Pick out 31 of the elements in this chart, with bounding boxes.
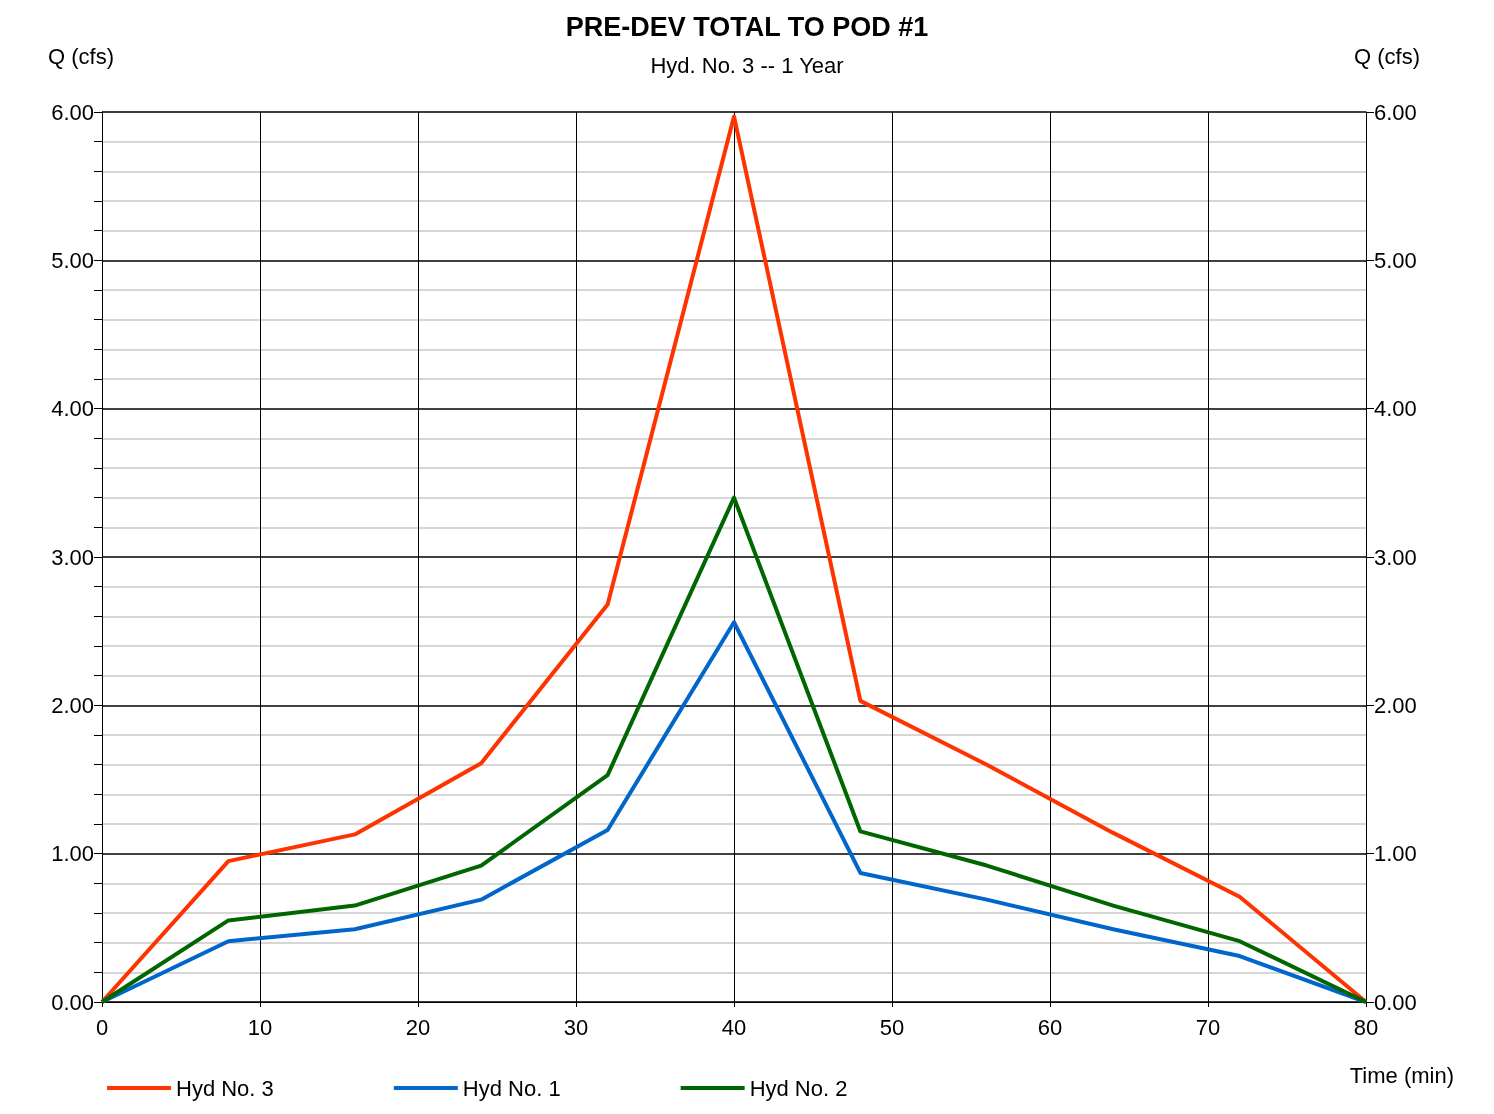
x-axis-title: Time (min) (1349, 1062, 1454, 1088)
y2-tick-label: 0.00 (1374, 989, 1417, 1015)
y2-tick-label: 6.00 (1374, 99, 1417, 125)
y-tick-label: 2.00 (51, 692, 94, 718)
x-tick-label: 70 (1195, 1014, 1221, 1040)
x-tick-label: 0 (95, 1014, 109, 1040)
y2-tick-label: 1.00 (1374, 841, 1417, 867)
y-tick-label: 5.00 (51, 247, 94, 273)
x-tick-label: 10 (247, 1014, 273, 1040)
chart-subtitle: Hyd. No. 3 -- 1 Year (650, 52, 844, 78)
y2-tick-label: 2.00 (1374, 692, 1417, 718)
y-tick-label: 6.00 (51, 99, 94, 125)
y2-tick-label: 3.00 (1374, 544, 1417, 570)
y-tick-label: 4.00 (51, 396, 94, 422)
y-tick-label: 1.00 (51, 841, 94, 867)
y2-tick-label: 5.00 (1374, 247, 1417, 273)
x-tick-label: 50 (879, 1014, 905, 1040)
legend-label: Hyd No. 2 (749, 1075, 848, 1101)
x-tick-label: 30 (563, 1014, 589, 1040)
x-tick-label: 80 (1353, 1014, 1379, 1040)
y-tick-label: 3.00 (51, 544, 94, 570)
y-tick-label: 0.00 (51, 989, 94, 1015)
x-tick-label: 40 (721, 1014, 747, 1040)
x-tick-label: 20 (405, 1014, 431, 1040)
legend-label: Hyd No. 3 (176, 1075, 274, 1101)
y-axis-title: Q (cfs) (48, 43, 114, 69)
chart-title: PRE-DEV TOTAL TO POD #1 (565, 11, 929, 42)
y2-axis-title: Q (cfs) (1354, 43, 1420, 69)
y2-tick-label: 4.00 (1374, 396, 1417, 422)
x-tick-label: 60 (1037, 1014, 1063, 1040)
legend-label: Hyd No. 1 (462, 1075, 561, 1101)
